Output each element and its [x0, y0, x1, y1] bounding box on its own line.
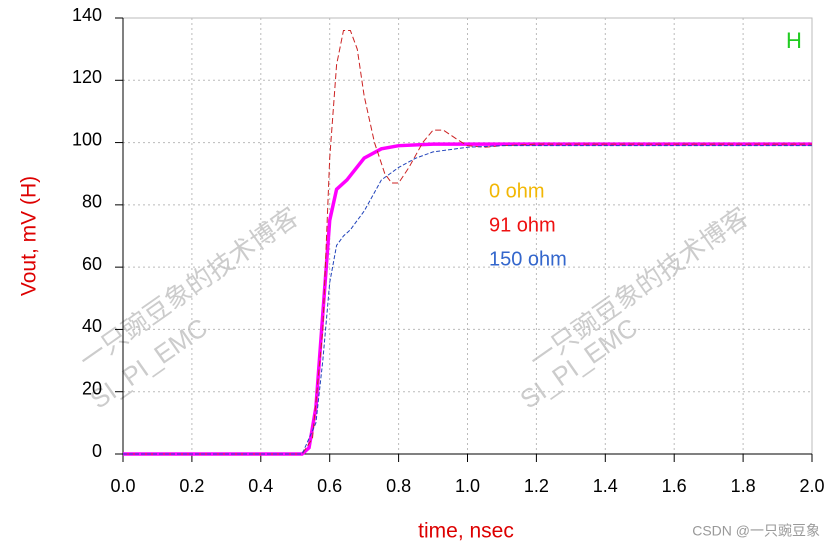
x-tick-label: 1.4	[593, 476, 618, 496]
series-line	[123, 145, 812, 455]
y-tick-label: 140	[72, 5, 102, 25]
y-tick-label: 80	[82, 192, 102, 212]
credit: CSDN @一只豌豆象	[692, 523, 820, 539]
y-tick-label: 120	[72, 67, 102, 87]
x-tick-label: 0.0	[110, 476, 135, 496]
legend-label: 150 ohm	[489, 248, 567, 270]
x-tick-label: 0.6	[317, 476, 342, 496]
x-tick-label: 1.6	[662, 476, 687, 496]
x-axis-label: time, nsec	[418, 520, 514, 543]
y-axis-label: Vout, mV (H)	[18, 176, 41, 296]
y-tick-label: 60	[82, 254, 102, 274]
x-tick-label: 2.0	[799, 476, 824, 496]
y-tick-label: 100	[72, 129, 102, 149]
x-tick-label: 0.8	[386, 476, 411, 496]
y-tick-label: 0	[92, 441, 102, 461]
x-tick-label: 0.4	[248, 476, 273, 496]
y-tick-label: 20	[82, 378, 102, 398]
y-tick-label: 40	[82, 316, 102, 336]
watermark: 一只豌豆象的技术博客	[524, 201, 754, 375]
x-tick-label: 1.8	[731, 476, 756, 496]
x-tick-label: 0.2	[179, 476, 204, 496]
series-line	[123, 29, 812, 455]
x-tick-label: 1.2	[524, 476, 549, 496]
x-tick-label: 1.0	[455, 476, 480, 496]
legend-label: 91 ohm	[489, 214, 556, 236]
legend-label: 0 ohm	[489, 180, 545, 202]
annotation: H	[786, 28, 802, 53]
